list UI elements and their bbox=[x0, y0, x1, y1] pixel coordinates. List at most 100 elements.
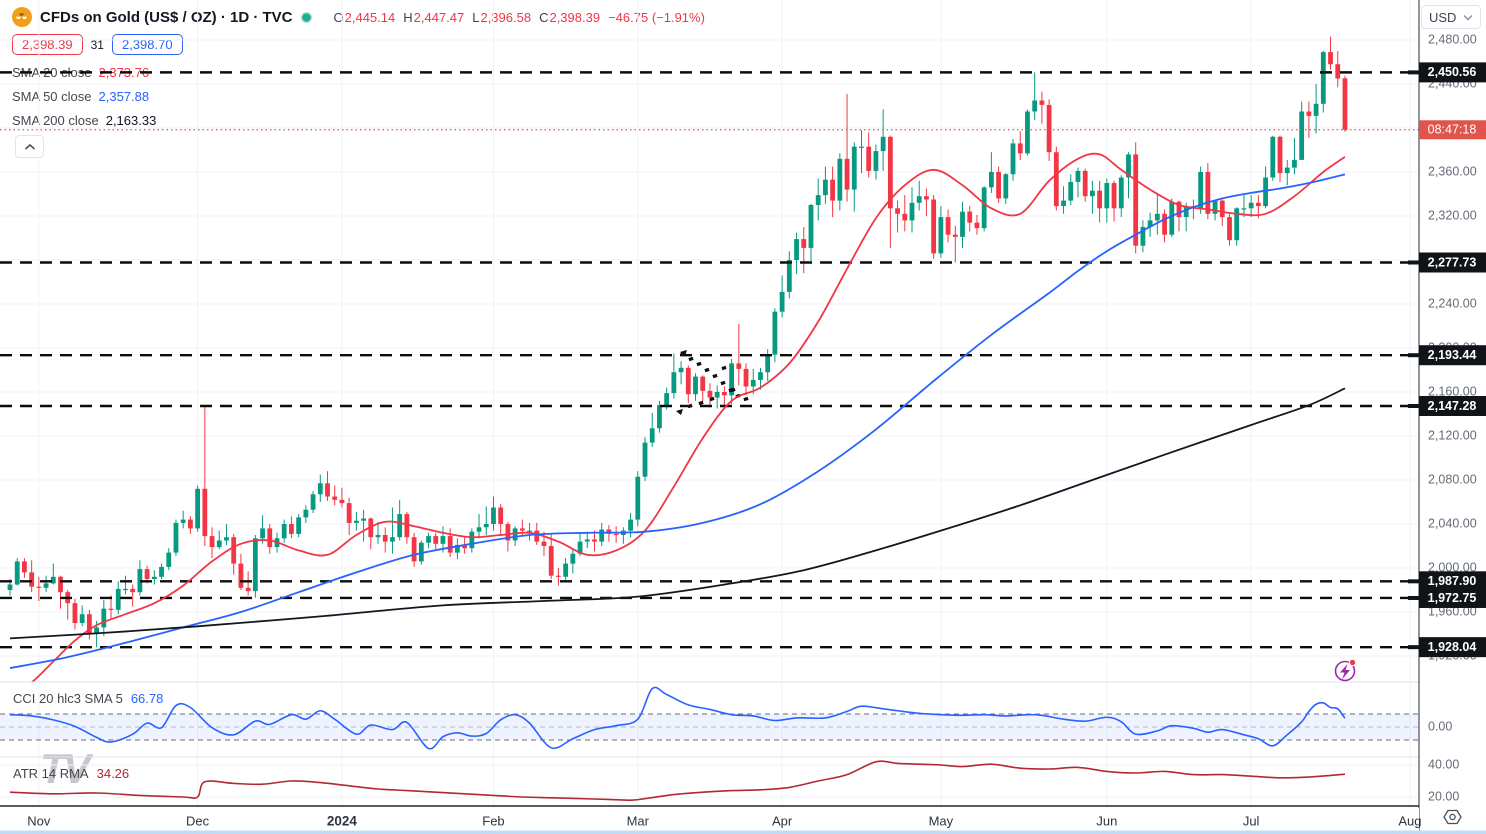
candle bbox=[750, 379, 756, 387]
atr-value: 34.26 bbox=[96, 766, 130, 781]
candle bbox=[195, 488, 201, 529]
sell-bid-button[interactable]: 2,398.39 bbox=[12, 34, 83, 55]
level-label-tick bbox=[1408, 403, 1419, 408]
candle bbox=[303, 509, 309, 518]
countdown-text: 08:47:18 bbox=[1428, 123, 1477, 137]
candle bbox=[1299, 111, 1305, 160]
candle bbox=[390, 537, 395, 542]
candle bbox=[801, 239, 807, 248]
atr-line[interactable] bbox=[9, 760, 1346, 802]
axis-tick-label: 2,240.00 bbox=[1428, 296, 1477, 310]
candle bbox=[72, 603, 78, 623]
month-label: Aug bbox=[1398, 813, 1421, 828]
candle bbox=[808, 205, 814, 248]
candles-layer bbox=[7, 36, 1348, 648]
sma-50-line[interactable] bbox=[9, 173, 1346, 669]
candle bbox=[772, 311, 778, 355]
market-open-status-icon[interactable] bbox=[300, 11, 312, 23]
candle bbox=[527, 530, 532, 532]
chevron-down-icon bbox=[1463, 14, 1473, 20]
atr-label: ATR 14 RMA bbox=[13, 766, 89, 781]
candle bbox=[678, 367, 684, 373]
annotation-arrowhead bbox=[676, 409, 683, 415]
annotation-arrowhead bbox=[680, 350, 687, 356]
candle bbox=[144, 569, 150, 579]
level-price-label bbox=[1419, 252, 1486, 273]
candle bbox=[794, 239, 799, 260]
candle bbox=[613, 533, 619, 536]
candle bbox=[22, 561, 27, 573]
candle bbox=[462, 544, 468, 549]
candle bbox=[108, 608, 114, 610]
candle bbox=[599, 529, 605, 542]
candle bbox=[657, 405, 662, 429]
candle bbox=[974, 222, 980, 229]
month-label: 2024 bbox=[327, 814, 358, 829]
candle bbox=[606, 529, 612, 534]
annotation-dash bbox=[743, 396, 749, 402]
level-price-label bbox=[1419, 571, 1486, 592]
axis-tick-label: 2,480.00 bbox=[1428, 32, 1477, 46]
bid-ask-row: 2,398.39 31 2,398.70 bbox=[12, 34, 183, 55]
candle bbox=[541, 541, 547, 546]
candle bbox=[519, 528, 525, 531]
candle bbox=[1198, 172, 1204, 209]
annotation-dash bbox=[688, 356, 694, 362]
candle bbox=[469, 531, 475, 549]
candle bbox=[404, 514, 410, 538]
candle bbox=[94, 627, 99, 634]
candle bbox=[664, 393, 670, 406]
ideas-flash-button[interactable] bbox=[1334, 658, 1357, 682]
candle bbox=[786, 260, 792, 292]
level-label-tick bbox=[1408, 70, 1419, 75]
candle bbox=[224, 537, 229, 541]
window-bottom-strip bbox=[0, 830, 1486, 834]
candle bbox=[815, 195, 821, 205]
candle bbox=[866, 146, 872, 171]
candle bbox=[873, 151, 879, 171]
sma-200-line[interactable] bbox=[9, 387, 1346, 640]
candle bbox=[1068, 181, 1074, 201]
candle bbox=[115, 588, 121, 610]
symbol-title[interactable]: CFDs on Gold (US$ / OZ) · 1D · TVC bbox=[40, 8, 293, 26]
candle bbox=[765, 354, 771, 373]
candle bbox=[1219, 200, 1225, 218]
candle bbox=[202, 488, 208, 537]
month-label: May bbox=[929, 813, 954, 828]
currency-selector[interactable]: USD bbox=[1421, 5, 1481, 29]
candle bbox=[498, 507, 504, 524]
candle bbox=[880, 136, 886, 152]
cci-legend-row[interactable]: CCI 20 hlc3 SMA 5 66.78 bbox=[13, 691, 163, 706]
candle bbox=[584, 539, 590, 542]
candle bbox=[1176, 201, 1182, 218]
time-axis[interactable] bbox=[0, 808, 1419, 834]
cci-line[interactable] bbox=[9, 686, 1346, 750]
candle bbox=[375, 535, 381, 538]
candle bbox=[86, 614, 92, 634]
sma200-legend-row[interactable]: SMA 200 close 2,163.33 bbox=[12, 112, 156, 129]
legend-collapse-button[interactable] bbox=[15, 135, 44, 158]
sma50-legend-row[interactable]: SMA 50 close 2,357.88 bbox=[12, 88, 149, 105]
symbol-header: CFDs on Gold (US$ / OZ) · 1D · TVC O2,44… bbox=[12, 7, 705, 27]
candle bbox=[260, 528, 265, 539]
candle bbox=[1032, 100, 1038, 112]
candle bbox=[887, 136, 893, 209]
candle bbox=[851, 146, 857, 190]
candle bbox=[346, 503, 352, 523]
candle bbox=[325, 483, 330, 497]
candle bbox=[1263, 177, 1268, 207]
level-label-tick bbox=[1408, 645, 1419, 650]
candle bbox=[779, 291, 785, 312]
buy-ask-button[interactable]: 2,398.70 bbox=[111, 34, 183, 55]
level-price-label bbox=[1419, 395, 1486, 416]
atr-legend-row[interactable]: ATR 14 RMA 34.26 bbox=[13, 766, 129, 781]
candle bbox=[440, 536, 446, 544]
candle bbox=[58, 576, 63, 593]
gold-symbol-logo-icon bbox=[12, 7, 32, 27]
level-price-text: 1,972.75 bbox=[1428, 591, 1477, 605]
candle bbox=[967, 211, 973, 223]
sma-20-line[interactable] bbox=[10, 152, 1346, 695]
candle bbox=[1126, 154, 1131, 178]
axis-settings-gear-icon[interactable] bbox=[1443, 809, 1462, 825]
